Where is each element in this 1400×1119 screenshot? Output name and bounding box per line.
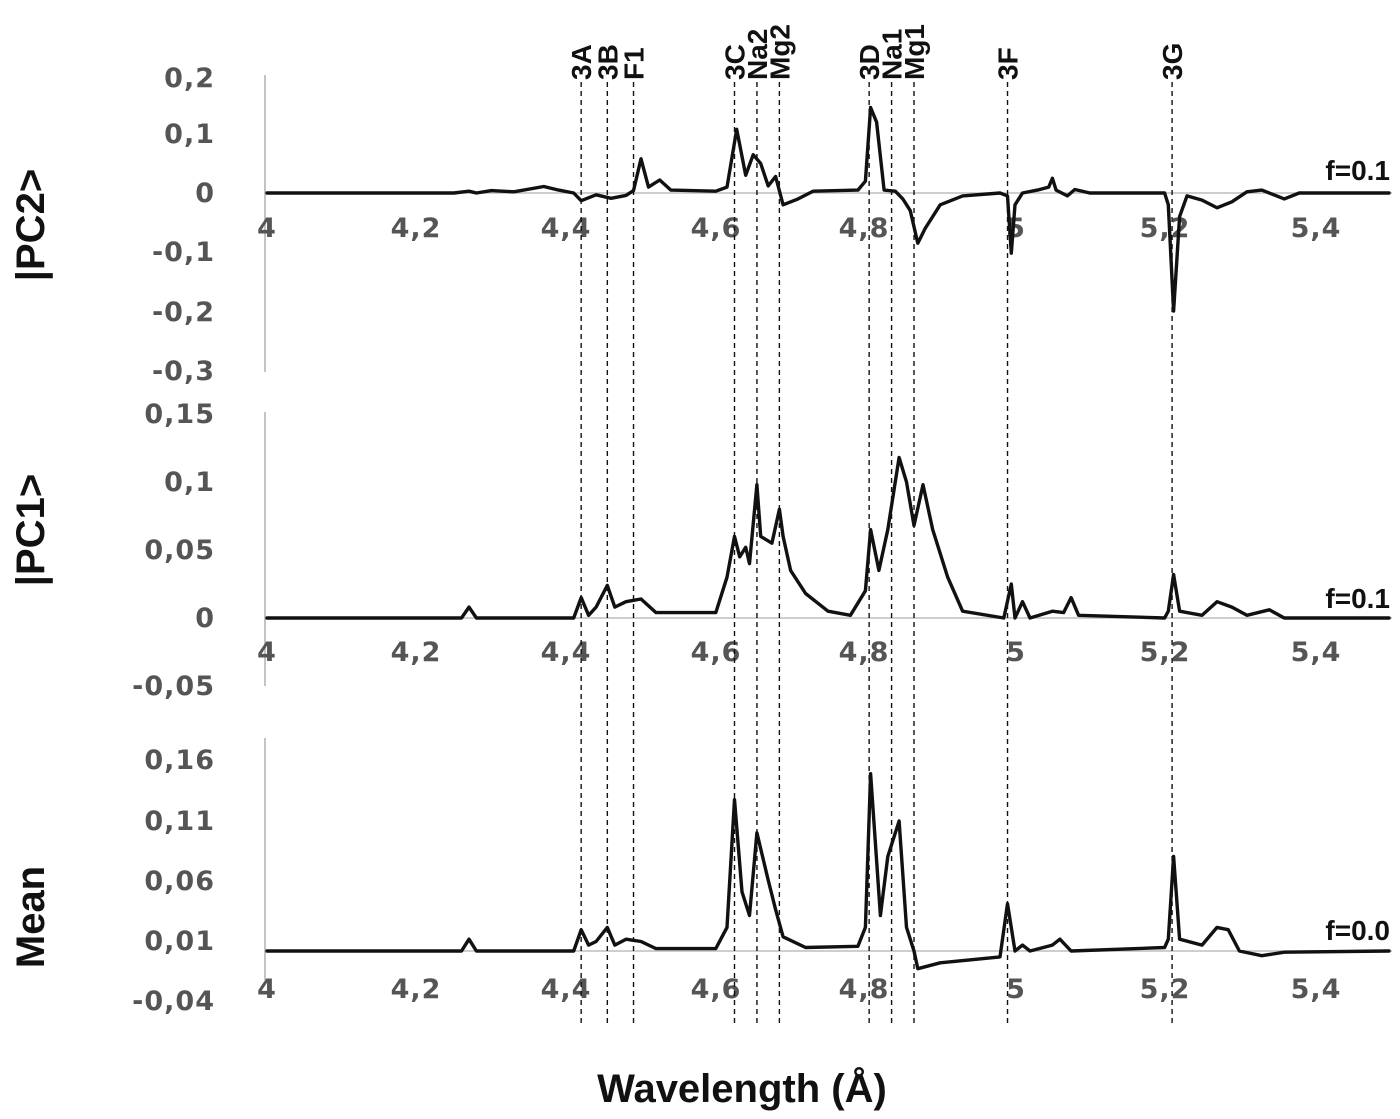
pc1-y-tick: 0,05 bbox=[144, 535, 215, 566]
marker-label-f1: F1 bbox=[619, 47, 650, 80]
mean-x-tick: 4,6 bbox=[691, 974, 742, 1005]
marker-label-3c: 3C bbox=[720, 44, 751, 80]
pc1-x-tick: 4,8 bbox=[839, 637, 890, 668]
marker-label-3f: 3F bbox=[993, 47, 1024, 80]
mean-annotation: f=0.0 bbox=[1325, 915, 1390, 946]
mean-x-tick: 4,8 bbox=[839, 974, 890, 1005]
mean-x-tick: 4,4 bbox=[541, 974, 592, 1005]
pc2-x-tick: 4,2 bbox=[391, 213, 442, 244]
marker-label-3g: 3G bbox=[1157, 43, 1188, 80]
pc2-annotation: f=0.1 bbox=[1325, 155, 1390, 186]
pc2-x-tick: 5,4 bbox=[1291, 213, 1342, 244]
pc2-y-ticks: 0,2 0,1 0 -0,1 -0,2 -0,3 bbox=[152, 63, 215, 387]
mean-x-tick: 4,2 bbox=[391, 974, 442, 1005]
pc1-annotation: f=0.1 bbox=[1325, 583, 1390, 614]
pc1-x-tick: 5 bbox=[1006, 637, 1026, 668]
pc1-series-line bbox=[265, 455, 1391, 620]
mean-x-tick: 4 bbox=[257, 974, 277, 1005]
pc2-x-ticks: 4 4,2 4,4 4,6 4,8 5 5,2 5,4 bbox=[257, 213, 1342, 244]
pc1-y-tick: -0,05 bbox=[132, 671, 215, 702]
pc1-y-tick: 0 bbox=[195, 603, 215, 634]
panel-pc1: 0,15 0,1 0,05 0 -0,05 4 4,2 4,4 4,6 4,8 … bbox=[9, 399, 1392, 702]
marker-label-mg2: Mg2 bbox=[764, 24, 795, 80]
marker-label-mg1: Mg1 bbox=[899, 24, 930, 80]
x-axis-label: Wavelength (Å) bbox=[597, 1066, 887, 1111]
pc1-x-tick: 4,4 bbox=[541, 637, 592, 668]
pc2-x-tick: 4,6 bbox=[691, 213, 742, 244]
pc1-x-ticks: 4 4,2 4,4 4,6 4,8 5 5,2 5,4 bbox=[257, 637, 1342, 668]
marker-label-3b: 3B bbox=[592, 44, 623, 80]
pc1-x-tick: 4,2 bbox=[391, 637, 442, 668]
pc2-y-tick: 0,2 bbox=[164, 63, 215, 94]
pc2-x-tick: 4,8 bbox=[839, 213, 890, 244]
pc1-y-tick: 0,1 bbox=[164, 467, 215, 498]
marker-label-na2: Na2 bbox=[742, 29, 773, 80]
pc1-x-tick: 4 bbox=[257, 637, 277, 668]
pc1-y-tick: 0,15 bbox=[144, 399, 215, 430]
marker-label-3a: 3A bbox=[566, 44, 597, 80]
mean-series-line bbox=[265, 772, 1391, 971]
mean-x-tick: 5,4 bbox=[1291, 974, 1342, 1005]
pc1-x-tick: 5,2 bbox=[1140, 637, 1191, 668]
mean-y-tick: 0,01 bbox=[144, 926, 215, 957]
pc1-y-label: |PC1> bbox=[9, 474, 53, 586]
pc2-y-tick: 0 bbox=[195, 178, 215, 209]
pc1-y-ticks: 0,15 0,1 0,05 0 -0,05 bbox=[132, 399, 215, 702]
mean-x-tick: 5,2 bbox=[1140, 974, 1191, 1005]
mean-y-tick: 0,16 bbox=[144, 745, 215, 776]
mean-y-label: Mean bbox=[9, 866, 53, 968]
pc2-y-tick: 0,1 bbox=[164, 119, 215, 150]
panel-pc2: 0,2 0,1 0 -0,1 -0,2 -0,3 4 4,2 4,4 4,6 4… bbox=[9, 63, 1392, 387]
pc1-x-tick: 5,4 bbox=[1291, 637, 1342, 668]
pc2-x-tick: 4 bbox=[257, 213, 277, 244]
marker-label-na1: Na1 bbox=[877, 29, 908, 80]
pc1-x-tick: 4,6 bbox=[691, 637, 742, 668]
mean-y-tick: 0,11 bbox=[144, 806, 215, 837]
pc2-series-line bbox=[265, 105, 1391, 313]
pc2-y-tick: -0,1 bbox=[152, 237, 215, 268]
panel-mean: 0,16 0,11 0,06 0,01 -0,04 4 4,2 4,4 4,6 … bbox=[9, 738, 1392, 1017]
pc2-y-tick: -0,2 bbox=[152, 297, 215, 328]
mean-y-tick: 0,06 bbox=[144, 866, 215, 897]
mean-x-ticks: 4 4,2 4,4 4,6 4,8 5 5,2 5,4 bbox=[257, 974, 1342, 1005]
pc2-x-tick: 5,2 bbox=[1140, 213, 1191, 244]
mean-y-tick: -0,04 bbox=[132, 986, 215, 1017]
pc2-y-label: |PC2> bbox=[9, 169, 53, 281]
mean-x-tick: 5 bbox=[1006, 974, 1026, 1005]
mean-y-ticks: 0,16 0,11 0,06 0,01 -0,04 bbox=[132, 745, 215, 1017]
pc2-y-tick: -0,3 bbox=[152, 356, 215, 387]
marker-label-3d: 3D bbox=[854, 44, 885, 80]
pc2-x-tick: 4,4 bbox=[541, 213, 592, 244]
